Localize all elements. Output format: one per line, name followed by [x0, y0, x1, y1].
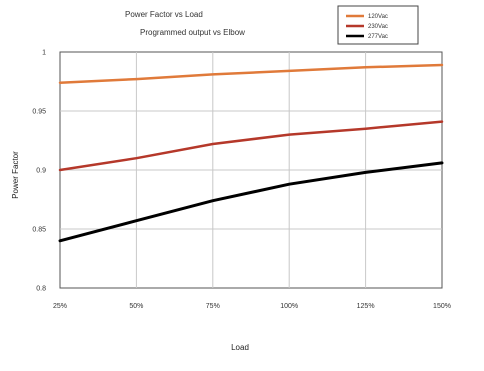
series-line-120vac — [58, 63, 444, 84]
x-tick-label: 150% — [433, 303, 451, 310]
y-tick-label: 0.9 — [36, 168, 46, 175]
x-tick-label: 100% — [280, 303, 298, 310]
x-tick-label: 25% — [53, 303, 67, 310]
legend: 120Vac 230Vac 277Vac — [337, 5, 419, 45]
legend-label-230vac: 230Vac — [368, 24, 388, 30]
y-tick-label: 0.95 — [32, 109, 46, 116]
legend-label-120vac: 120Vac — [368, 14, 388, 20]
y-axis-title: Power Factor — [11, 151, 20, 199]
x-tick-label: 50% — [129, 303, 143, 310]
x-tick-label: 125% — [357, 303, 375, 310]
y-tick-label: 1 — [42, 50, 46, 57]
series-line-230vac — [58, 120, 444, 172]
legend-label-277vac: 277Vac — [368, 34, 388, 40]
y-tick-label: 0.8 — [36, 286, 46, 293]
x-tick-label: 75% — [206, 303, 220, 310]
chart-title: Power Factor vs Load — [125, 10, 203, 19]
series-layer — [58, 63, 444, 243]
series-line-277vac — [58, 161, 444, 243]
y-tick-label: 0.85 — [32, 227, 46, 234]
x-axis-title: Load — [231, 343, 249, 352]
chart-subtitle: Programmed output vs Elbow — [140, 28, 245, 37]
